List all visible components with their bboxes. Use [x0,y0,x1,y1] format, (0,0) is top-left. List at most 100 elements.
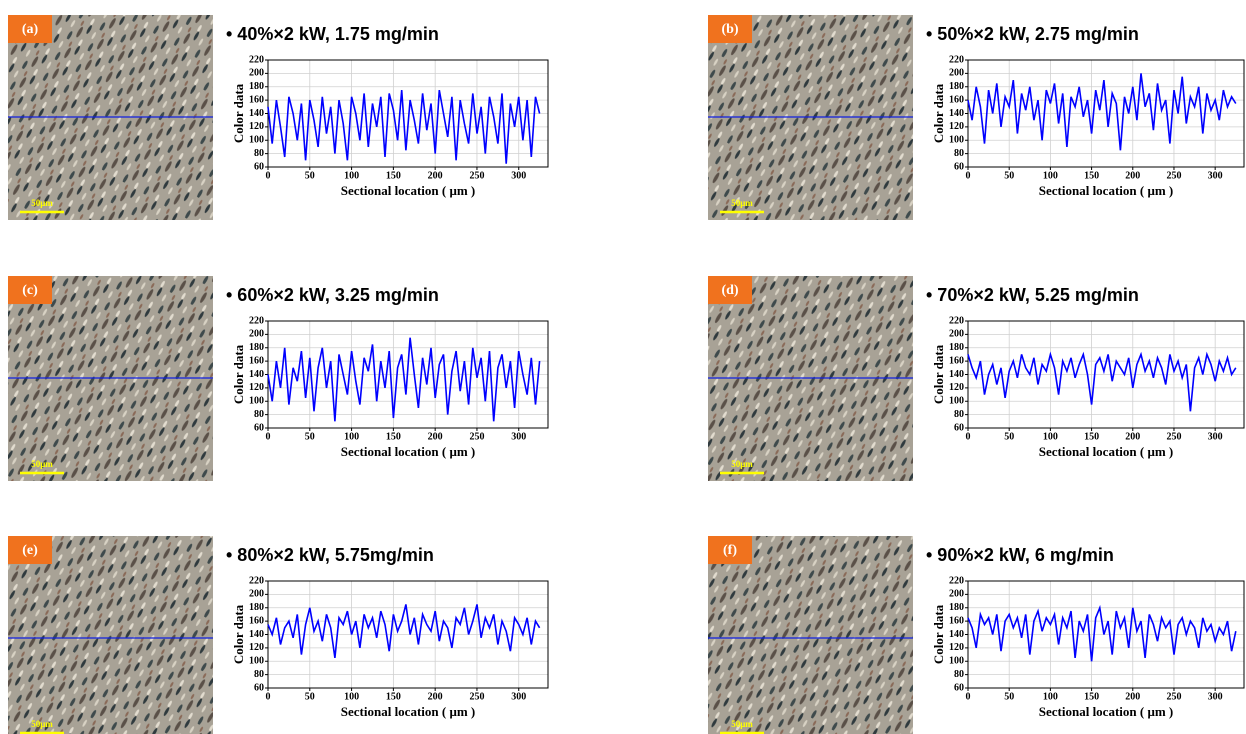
y-tick-label: 180 [249,602,264,613]
panel-label-box [8,276,52,304]
chart-title: • 40%×2 kW, 1.75 mg/min [226,24,439,44]
x-tick-label: 250 [469,431,484,442]
y-tick-label: 100 [949,656,964,667]
y-tick-label: 120 [949,121,964,132]
y-tick-label: 160 [249,615,264,626]
x-tick-label: 200 [1125,170,1140,181]
data-line [267,337,541,422]
x-axis-label: Sectional location ( μm ) [1039,444,1173,459]
x-tick-label: 0 [266,170,271,181]
chart-title: • 60%×2 kW, 3.25 mg/min [226,285,439,305]
x-tick-label: 50 [1004,431,1014,442]
scale-label: 50μm [731,719,753,729]
x-tick-label: 0 [966,431,971,442]
x-tick-label: 50 [1004,691,1014,702]
y-tick-label: 220 [949,54,964,65]
panel-label-box [8,536,52,564]
y-tick-label: 140 [249,108,264,119]
x-tick-label: 0 [266,691,271,702]
x-tick-label: 0 [966,170,971,181]
x-axis-label: Sectional location ( μm ) [341,183,475,198]
plot-frame [967,59,1245,168]
y-tick-label: 60 [954,682,964,693]
data-line [267,89,541,164]
y-tick-label: 220 [249,315,264,326]
x-tick-label: 300 [1208,431,1223,442]
x-tick-label: 200 [428,431,443,442]
y-tick-label: 160 [949,355,964,366]
scale-label: 50μm [731,198,753,208]
plot-frame [967,580,1245,689]
x-tick-label: 300 [511,431,526,442]
y-tick-label: 120 [249,382,264,393]
x-tick-label: 300 [1208,691,1223,702]
x-tick-label: 150 [1084,170,1099,181]
x-tick-label: 100 [344,170,359,181]
y-tick-label: 160 [949,615,964,626]
y-tick-label: 200 [249,68,264,79]
y-axis-label: Color data [931,604,946,664]
y-tick-label: 80 [254,409,264,420]
chart-title: • 50%×2 kW, 2.75 mg/min [926,24,1139,44]
scale-label: 50μm [31,459,53,469]
panel-label-box [708,276,752,304]
scale-label: 50μm [731,459,753,469]
x-tick-label: 100 [344,431,359,442]
panel-label: (c) [22,283,38,298]
y-tick-label: 200 [949,329,964,340]
x-axis-label: Sectional location ( μm ) [341,444,475,459]
y-tick-label: 80 [254,148,264,159]
chart-title: • 80%×2 kW, 5.75mg/min [226,545,434,565]
y-tick-label: 140 [949,108,964,119]
y-axis-label: Color data [231,344,246,404]
y-axis-label: Color data [931,83,946,143]
panel-label: (d) [721,283,738,298]
x-tick-label: 250 [1166,170,1181,181]
x-tick-label: 150 [386,170,401,181]
data-line [267,604,541,659]
y-tick-label: 120 [249,642,264,653]
y-tick-label: 120 [949,382,964,393]
x-tick-label: 150 [1084,691,1099,702]
data-line [967,351,1237,412]
x-tick-label: 100 [1043,431,1058,442]
y-tick-label: 180 [249,342,264,353]
y-tick-label: 180 [249,81,264,92]
panel-label-box [708,15,752,43]
x-tick-label: 300 [511,170,526,181]
x-tick-label: 50 [1004,170,1014,181]
x-tick-label: 300 [511,691,526,702]
y-tick-label: 220 [249,54,264,65]
x-axis-label: Sectional location ( μm ) [1039,183,1173,198]
y-tick-label: 60 [254,161,264,172]
x-tick-label: 150 [386,691,401,702]
x-tick-label: 50 [305,170,315,181]
x-tick-label: 250 [469,170,484,181]
y-tick-label: 160 [949,94,964,105]
y-tick-label: 80 [254,669,264,680]
x-tick-label: 300 [1208,170,1223,181]
scale-label: 50μm [31,198,53,208]
x-tick-label: 150 [386,431,401,442]
x-tick-label: 200 [428,691,443,702]
y-tick-label: 100 [949,135,964,146]
y-tick-label: 220 [949,315,964,326]
y-tick-label: 180 [949,602,964,613]
y-tick-label: 100 [949,396,964,407]
y-tick-label: 200 [249,589,264,600]
plot-frame [267,580,549,689]
y-tick-label: 60 [254,422,264,433]
y-tick-label: 200 [949,589,964,600]
panel-label: (a) [22,22,39,37]
y-tick-label: 60 [254,682,264,693]
y-tick-label: 140 [249,369,264,380]
y-axis-label: Color data [231,604,246,664]
x-axis-label: Sectional location ( μm ) [1039,704,1173,719]
y-tick-label: 140 [249,629,264,640]
y-tick-label: 160 [249,355,264,366]
x-tick-label: 200 [1125,691,1140,702]
x-tick-label: 250 [1166,431,1181,442]
x-tick-label: 250 [1166,691,1181,702]
x-tick-label: 50 [305,431,315,442]
y-tick-label: 220 [949,575,964,586]
